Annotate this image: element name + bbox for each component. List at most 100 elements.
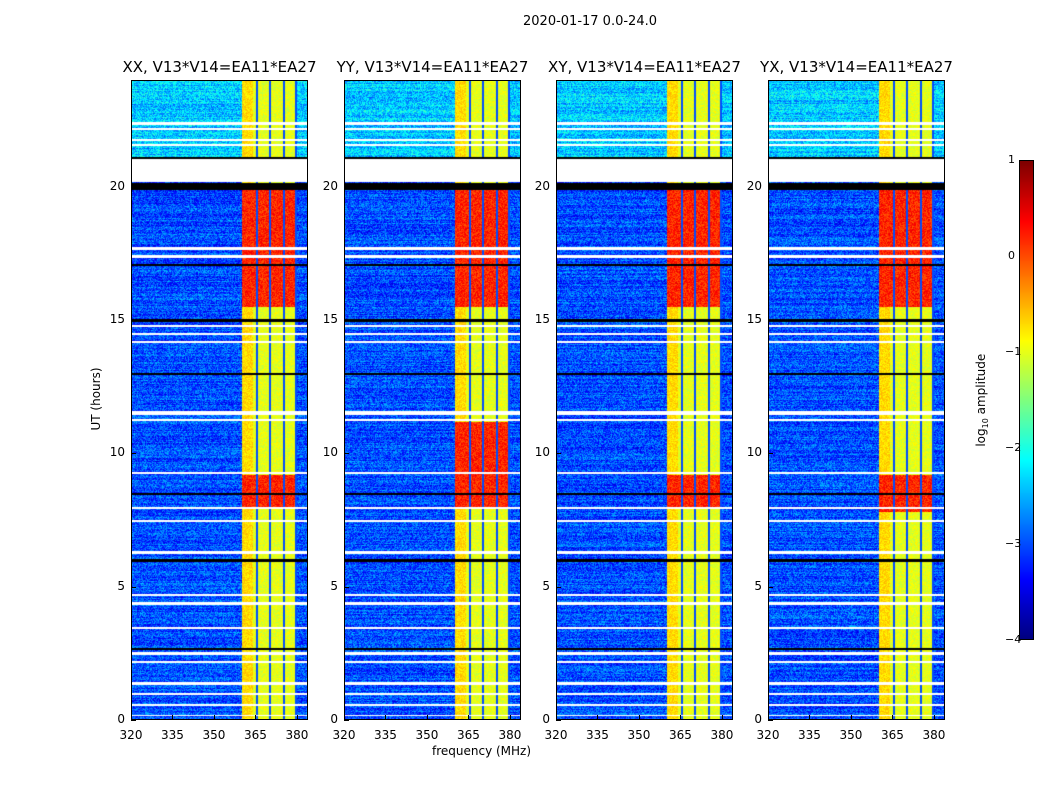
- colorbar-tick-label: −4: [1005, 633, 1022, 646]
- panel-title: XX, V13*V14=EA11*EA27: [122, 58, 317, 76]
- y-tick-mark: [556, 186, 561, 188]
- heatmap-image: [556, 80, 733, 720]
- colorbar-label: log10 amplitude: [973, 353, 991, 447]
- plot-frame: [344, 80, 521, 720]
- x-tick-mark: [809, 715, 811, 720]
- heatmap-image: [344, 80, 521, 720]
- x-axis-label: frequency (MHz): [432, 744, 532, 758]
- y-tick-label: 15: [109, 312, 125, 326]
- y-tick-mark: [556, 586, 561, 588]
- colorbar-tick-label: −3: [1005, 537, 1022, 550]
- x-tick-mark: [468, 715, 470, 720]
- x-tick-label: 350: [202, 728, 226, 742]
- figure-title: 2020-01-17 0.0-24.0: [523, 14, 657, 29]
- colorbar-tick-label: 1: [1008, 153, 1015, 166]
- x-tick-mark: [933, 715, 935, 720]
- y-tick-label: 20: [746, 178, 762, 193]
- y-tick-mark: [131, 320, 136, 321]
- x-tick-mark: [850, 715, 852, 720]
- plot-frame: [556, 80, 733, 720]
- y-tick-label: 15: [534, 312, 550, 326]
- x-tick-label: 380: [285, 728, 309, 742]
- y-tick-label: 20: [534, 178, 550, 193]
- y-tick-label: 0: [117, 712, 125, 726]
- y-tick-label: 0: [754, 712, 762, 726]
- x-tick-label: 350: [415, 728, 439, 742]
- panel-1: YY, V13*V14=EA11*EA27 320 335 350 365 380 0 5 10…: [323, 58, 529, 742]
- y-tick-mark: [768, 453, 773, 455]
- x-tick-mark: [638, 715, 640, 720]
- x-tick-label: 380: [710, 728, 734, 742]
- panel-0: XX, V13*V14=EA11*EA27 320 335 350 365 380 0 5 10…: [110, 58, 317, 742]
- y-axis-label: UT (hours): [89, 367, 103, 431]
- x-tick-label: 380: [498, 728, 522, 742]
- x-tick-mark: [296, 715, 298, 720]
- x-tick-label: 320: [119, 728, 143, 742]
- x-tick-mark: [385, 715, 387, 720]
- y-tick-mark: [344, 720, 349, 721]
- x-tick-label: 380: [922, 728, 946, 742]
- y-tick-mark: [556, 453, 561, 455]
- x-tick-label: 365: [457, 728, 480, 742]
- x-tick-label: 365: [244, 728, 267, 742]
- plot-frame: [131, 80, 308, 720]
- heatmap-image: [131, 80, 308, 720]
- x-tick-mark: [255, 715, 257, 720]
- x-tick-label: 350: [839, 728, 863, 742]
- x-tick-label: 365: [881, 728, 904, 742]
- x-tick-mark: [131, 715, 132, 720]
- x-tick-label: 335: [586, 728, 609, 742]
- x-tick-label: 335: [161, 728, 184, 742]
- x-tick-label: 320: [756, 728, 780, 742]
- y-tick-mark: [768, 186, 773, 188]
- x-tick-mark: [509, 715, 511, 720]
- y-tick-mark: [131, 720, 136, 721]
- x-tick-mark: [597, 715, 599, 720]
- y-tick-mark: [556, 320, 561, 321]
- x-tick-label: 320: [332, 728, 356, 742]
- colorbar-tick-label: 0: [1008, 249, 1015, 262]
- y-tick-mark: [131, 186, 136, 188]
- colorbar-tick-label: −2: [1005, 441, 1022, 454]
- y-tick-mark: [131, 453, 136, 455]
- y-tick-mark: [768, 720, 773, 721]
- y-tick-mark: [344, 320, 349, 321]
- x-tick-mark: [213, 715, 215, 720]
- x-tick-mark: [426, 715, 428, 720]
- panel-title: YY, V13*V14=EA11*EA27: [336, 58, 529, 76]
- colorbar: [1019, 160, 1034, 640]
- x-tick-mark: [892, 715, 894, 720]
- panel-3: YX, V13*V14=EA11*EA27 320 335 350 365 380 0 5 10…: [747, 58, 953, 742]
- x-tick-mark: [768, 715, 769, 720]
- x-tick-label: 335: [798, 728, 821, 742]
- y-tick-label: 0: [330, 712, 338, 726]
- y-tick-label: 10: [322, 445, 338, 460]
- x-tick-mark: [172, 715, 174, 720]
- x-tick-label: 335: [374, 728, 397, 742]
- y-tick-mark: [768, 586, 773, 588]
- y-tick-mark: [556, 720, 561, 721]
- plot-frame: [768, 80, 945, 720]
- y-tick-label: 0: [542, 712, 550, 726]
- y-tick-label: 20: [109, 178, 125, 193]
- x-tick-mark: [556, 715, 557, 720]
- x-tick-label: 365: [669, 728, 692, 742]
- y-tick-label: 15: [746, 312, 762, 326]
- x-tick-label: 320: [544, 728, 568, 742]
- y-tick-mark: [131, 586, 136, 588]
- x-tick-mark: [344, 715, 345, 720]
- panel-2: XY, V13*V14=EA11*EA27 320 335 350 365 380 0 5 10…: [535, 58, 741, 742]
- heatmap-image: [768, 80, 945, 720]
- colorbar-tick-label: −1: [1005, 345, 1022, 358]
- y-tick-label: 10: [746, 445, 762, 460]
- y-tick-mark: [344, 586, 349, 588]
- y-tick-label: 5: [542, 578, 550, 593]
- y-tick-label: 10: [534, 445, 550, 460]
- y-tick-label: 10: [109, 445, 125, 460]
- x-tick-mark: [680, 715, 682, 720]
- y-tick-label: 5: [754, 578, 762, 593]
- y-tick-label: 5: [330, 578, 338, 593]
- y-tick-mark: [344, 186, 349, 188]
- y-tick-mark: [768, 320, 773, 321]
- y-tick-mark: [344, 453, 349, 455]
